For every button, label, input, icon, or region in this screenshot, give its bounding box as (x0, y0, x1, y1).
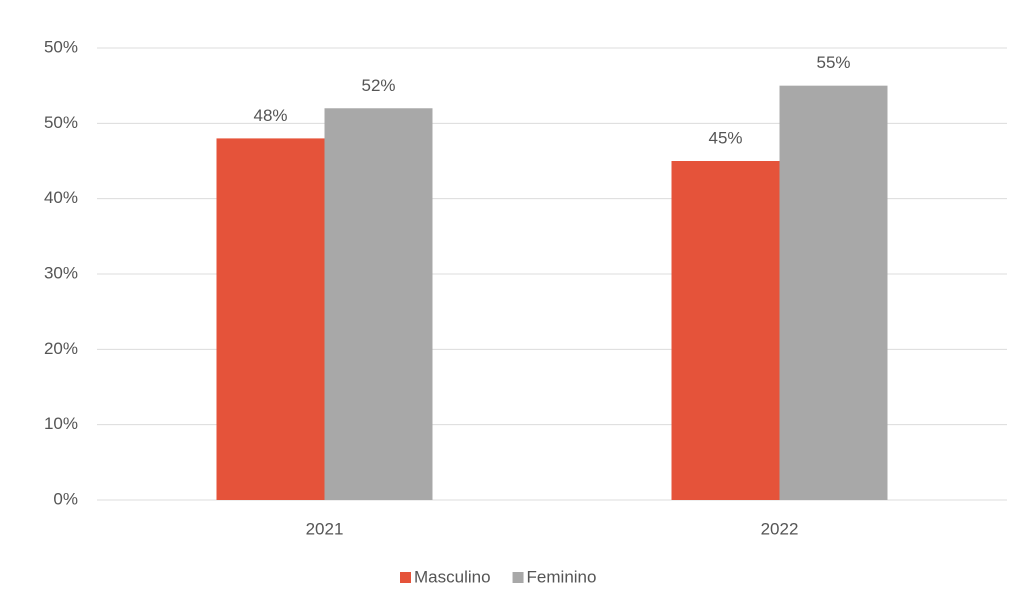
y-tick-label: 30% (44, 263, 78, 282)
bar (779, 85, 888, 501)
value-label: 55% (816, 53, 850, 72)
y-tick-label: 50% (44, 37, 78, 56)
y-tick-label: 10% (44, 414, 78, 433)
value-label: 48% (253, 106, 287, 125)
y-tick-label: 50% (44, 113, 78, 132)
value-label: 45% (708, 128, 742, 147)
y-tick-label: 0% (53, 489, 78, 508)
bar (671, 161, 780, 500)
bar (324, 108, 433, 501)
legend-swatch (512, 572, 524, 583)
x-tick-label: 2022 (761, 519, 799, 538)
value-label: 52% (361, 76, 395, 95)
x-tick-label: 2021 (306, 519, 344, 538)
legend-label: Masculino (414, 567, 491, 586)
legend-label: Feminino (527, 567, 597, 586)
y-tick-label: 40% (44, 188, 78, 207)
legend-swatch (400, 572, 411, 583)
bar (216, 138, 325, 500)
y-tick-label: 20% (44, 339, 78, 358)
